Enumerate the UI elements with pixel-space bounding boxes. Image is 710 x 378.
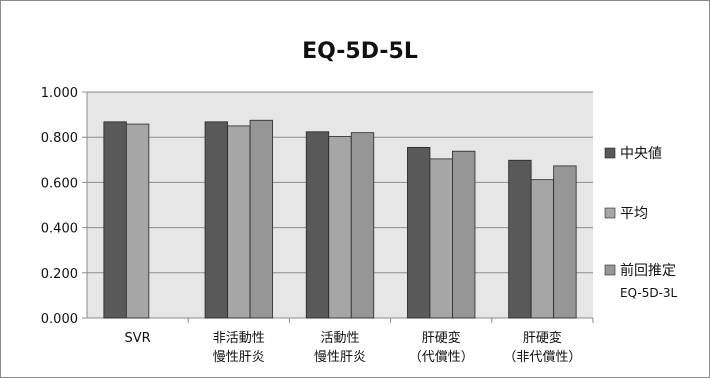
y-tick-label: 0.200 bbox=[41, 267, 78, 282]
legend-label: 平均 bbox=[620, 206, 648, 222]
bar bbox=[103, 121, 127, 319]
bar bbox=[452, 150, 476, 319]
plot-area: 0.000 0.200 0.400 0.600 0.800 1.000 SVR 非活動性慢性肝… bbox=[41, 86, 594, 365]
legend-swatch bbox=[604, 147, 616, 159]
x-tick-label: （非代償性） bbox=[503, 350, 581, 365]
legend-swatch bbox=[604, 207, 616, 219]
bar bbox=[429, 158, 453, 319]
bar bbox=[249, 119, 273, 319]
y-tick-label: 0.000 bbox=[41, 312, 78, 327]
y-tick-label: 1.000 bbox=[41, 86, 78, 101]
bar bbox=[305, 131, 330, 319]
x-tick-label: SVR bbox=[125, 331, 151, 346]
x-tick-label: 非活動性 bbox=[213, 331, 265, 346]
y-tick-label: 0.400 bbox=[41, 222, 78, 237]
bar bbox=[328, 136, 352, 319]
legend-label: 前回推定 bbox=[620, 262, 676, 279]
y-tick-label: 0.600 bbox=[41, 176, 78, 191]
bar bbox=[508, 159, 532, 319]
bar bbox=[204, 121, 228, 319]
x-tick-label: 肝硬変 bbox=[523, 330, 562, 346]
y-tick-label: 0.800 bbox=[41, 131, 78, 146]
x-tick-label: 慢性肝炎 bbox=[314, 349, 366, 365]
x-tick-label: 活動性 bbox=[320, 331, 359, 346]
x-tick-label: （代償性） bbox=[409, 350, 474, 365]
bar bbox=[227, 125, 251, 319]
bar bbox=[350, 132, 375, 319]
legend-sublabel: EQ-5D-3L bbox=[620, 286, 678, 300]
chart-title: EQ-5D-5L bbox=[302, 39, 418, 64]
x-tick-label: 慢性肝炎 bbox=[213, 349, 265, 365]
legend-swatch bbox=[604, 264, 616, 276]
x-tick-label: 肝硬変 bbox=[422, 330, 461, 346]
legend-label: 中央値 bbox=[620, 146, 662, 162]
bar bbox=[125, 123, 150, 319]
bar bbox=[407, 146, 431, 319]
bar bbox=[553, 165, 577, 319]
bar bbox=[530, 179, 555, 319]
